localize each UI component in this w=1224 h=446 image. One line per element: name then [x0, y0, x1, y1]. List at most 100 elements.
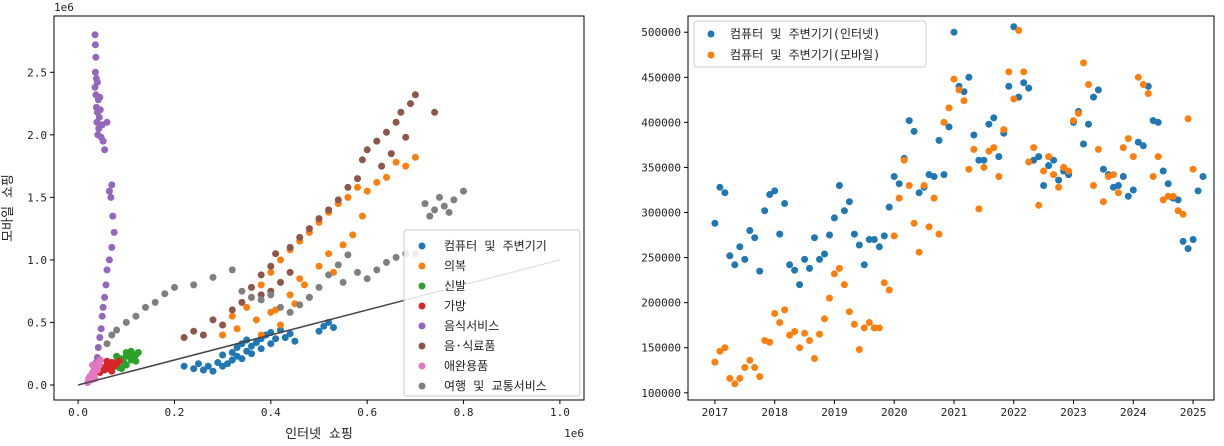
- chart2-point-series-1: [880, 279, 888, 287]
- chart2-legend-box: [693, 20, 927, 68]
- chart1-x-tick-label: 0.8: [454, 406, 474, 419]
- chart1-legend-marker: [418, 382, 426, 390]
- chart2-point-series-1: [721, 344, 729, 352]
- chart1-point-series-1: [286, 291, 294, 299]
- chart1-point-series-1: [392, 158, 400, 166]
- chart1-x-tick-label: 1.0: [550, 406, 570, 419]
- chart2-point-series-0: [1154, 118, 1162, 126]
- chart1-point-series-4: [99, 137, 107, 145]
- chart2-point-series-1: [860, 324, 868, 332]
- chart2-point-series-1: [1015, 26, 1023, 34]
- chart1-point-series-1: [339, 241, 347, 249]
- chart2-point-series-0: [1199, 173, 1207, 180]
- chart1-legend-marker: [418, 302, 426, 310]
- chart1-point-series-7: [296, 301, 304, 309]
- chart1-legend-marker: [418, 362, 426, 370]
- chart1-legend-label: 의복: [444, 259, 466, 273]
- chart2-point-series-1: [950, 75, 958, 83]
- chart1-point-series-7: [113, 326, 121, 334]
- chart2-x-tick-label: 2019: [821, 406, 848, 419]
- chart1-legend-marker: [418, 342, 426, 350]
- chart1-x-tick-label: 0.2: [165, 406, 185, 419]
- chart1-point-series-7: [122, 318, 130, 326]
- chart1-point-series-4: [103, 118, 111, 126]
- scatter-chart-internet-vs-mobile: 0.0 0.2 0.4 0.6 0.8 1.0 0.0 0.5 1.0 1.5 2.0 2.5 1e6 1…: [1, 1, 585, 442]
- chart2-point-series-0: [811, 234, 818, 242]
- chart1-point-series-5: [286, 268, 294, 276]
- chart2-point-series-1: [1085, 81, 1092, 88]
- chart1-point-series-0: [219, 351, 227, 359]
- chart2-point-series-0: [910, 127, 918, 135]
- chart2-x-tick-label: 2018: [761, 406, 788, 419]
- chart2-point-series-0: [801, 255, 809, 263]
- chart2-point-series-1: [1144, 90, 1152, 97]
- chart1-x-offset-text: 1e6: [564, 427, 584, 440]
- chart2-point-series-0: [716, 183, 724, 191]
- chart1-point-series-0: [252, 339, 260, 346]
- chart2-point-series-0: [850, 230, 858, 238]
- chart2-point-series-0: [756, 267, 764, 275]
- chart1-point-series-7: [392, 253, 400, 261]
- chart1-point-series-0: [180, 362, 188, 370]
- chart2-point-series-0: [751, 234, 759, 242]
- chart2-point-series-1: [945, 104, 953, 112]
- chart2-point-series-0: [915, 189, 923, 197]
- chart1-point-series-7: [450, 196, 458, 204]
- chart2-point-series-0: [830, 214, 838, 222]
- chart2-point-series-0: [1080, 140, 1087, 148]
- chart1-point-series-5: [315, 215, 323, 223]
- chart1-point-series-4: [96, 93, 104, 101]
- chart2-point-series-0: [1020, 79, 1028, 87]
- chart2-point-series-1: [791, 328, 799, 335]
- chart1-point-series-4: [97, 325, 105, 333]
- chart1-y-tick-label: 0.5: [27, 316, 47, 329]
- chart1-point-series-4: [105, 187, 113, 195]
- chart1-point-series-0: [281, 334, 289, 341]
- chart2-point-series-0: [1184, 245, 1192, 253]
- chart2-point-series-1: [830, 270, 838, 278]
- chart2-point-series-1: [726, 374, 734, 382]
- chart2-point-series-1: [1035, 201, 1043, 209]
- chart1-point-series-1: [383, 173, 390, 181]
- chart1-point-series-0: [315, 327, 323, 335]
- chart1-point-series-0: [228, 349, 236, 356]
- chart1-point-series-1: [358, 212, 366, 220]
- chart1-point-series-1: [277, 256, 284, 264]
- chart1-point-series-5: [190, 327, 198, 335]
- chart1-point-series-7: [161, 290, 169, 298]
- chart1-point-series-7: [334, 261, 342, 269]
- chart1-point-series-2: [122, 361, 130, 369]
- chart2-point-series-1: [845, 308, 853, 316]
- chart1-point-series-0: [272, 335, 280, 343]
- chart1-point-series-5: [383, 128, 390, 136]
- chart1-point-series-5: [363, 146, 371, 154]
- chart1-point-series-1: [344, 193, 352, 201]
- chart1-legend-label: 신발: [444, 279, 466, 293]
- chart2-point-series-0: [731, 261, 739, 269]
- chart2-point-series-0: [736, 243, 744, 251]
- chart2-point-series-0: [1040, 182, 1048, 189]
- chart1-point-series-7: [103, 340, 111, 348]
- chart1-point-series-7: [363, 275, 371, 283]
- chart1-point-series-7: [315, 283, 323, 291]
- chart1-point-series-5: [387, 150, 395, 158]
- chart2-point-series-1: [850, 320, 858, 328]
- chart1-point-series-7: [190, 281, 198, 289]
- chart2-point-series-0: [905, 117, 913, 125]
- chart1-point-series-6: [96, 356, 104, 364]
- chart1-point-series-1: [228, 312, 236, 320]
- chart1-point-series-5: [272, 250, 280, 258]
- chart2-point-series-1: [776, 319, 784, 326]
- chart2-point-series-0: [1174, 196, 1182, 204]
- chart2-point-series-1: [821, 315, 828, 323]
- chart2-point-series-1: [1159, 196, 1167, 204]
- chart1-point-series-5: [431, 108, 439, 116]
- chart1-y-offset-text: 1e6: [54, 1, 74, 14]
- chart2-point-series-0: [935, 136, 943, 144]
- chart2-y-tick-label: 350000: [641, 161, 681, 174]
- chart2-point-series-0: [796, 281, 804, 289]
- chart1-x-tick-label: 0.0: [68, 406, 88, 419]
- chart1-legend-label: 가방: [444, 299, 466, 313]
- chart1-point-series-2: [118, 365, 125, 373]
- chart2-point-series-0: [746, 227, 754, 234]
